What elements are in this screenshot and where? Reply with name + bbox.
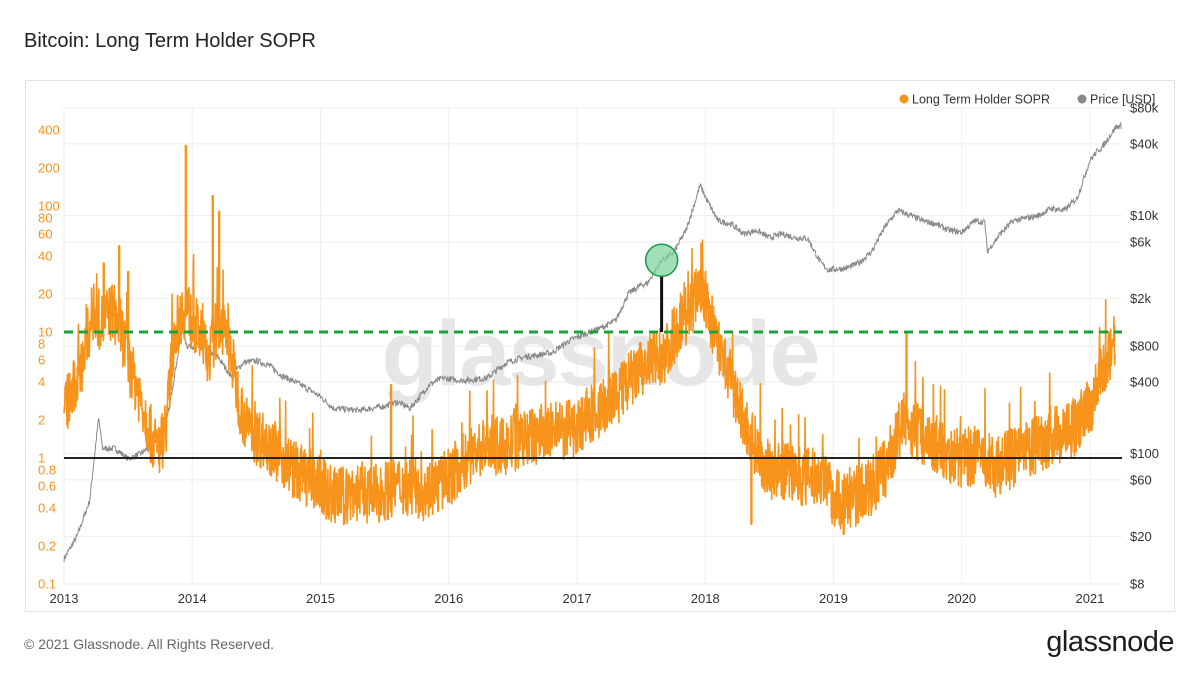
right-tick-label: $40k <box>1130 136 1159 151</box>
right-tick-label: $20 <box>1130 529 1152 544</box>
right-tick-label: $400 <box>1130 374 1159 389</box>
left-tick-label: 6 <box>38 352 45 367</box>
left-tick-label: 0.2 <box>38 539 56 554</box>
x-tick-label: 2015 <box>306 591 335 606</box>
right-tick-label: $6k <box>1130 234 1151 249</box>
left-tick-label: 0.6 <box>38 478 56 493</box>
legend-sopr-label: Long Term Holder SOPR <box>912 93 1050 107</box>
x-tick-label: 2020 <box>947 591 976 606</box>
right-tick-label: $60 <box>1130 472 1152 487</box>
left-tick-label: 80 <box>38 211 52 226</box>
right-tick-label: $800 <box>1130 339 1159 354</box>
legend-sopr-dot <box>899 94 909 104</box>
x-tick-label: 2014 <box>178 591 207 606</box>
right-tick-label: $10k <box>1130 208 1159 223</box>
right-tick-label: $2k <box>1130 291 1151 306</box>
left-tick-label: 10 <box>38 325 52 340</box>
x-tick-label: 2021 <box>1075 591 1104 606</box>
left-tick-label: 200 <box>38 161 60 176</box>
sopr-line <box>63 239 1117 530</box>
legend-price-dot <box>1077 94 1087 104</box>
legend-price-label: Price [USD] <box>1090 93 1155 107</box>
highlight-circle <box>644 243 679 278</box>
highlight-annotation <box>644 243 679 333</box>
left-tick-label: 2 <box>38 413 45 428</box>
right-tick-label: $100 <box>1130 446 1159 461</box>
left-tick-label: 100 <box>38 199 60 214</box>
page-title: Bitcoin: Long Term Holder SOPR <box>24 30 316 52</box>
chart-frame <box>25 80 1175 612</box>
left-tick-label: 4 <box>38 375 45 390</box>
grid-lines <box>63 107 1122 585</box>
left-tick-label: 400 <box>38 123 60 138</box>
left-tick-label: 0.8 <box>38 463 56 478</box>
left-tick-label: 60 <box>38 226 52 241</box>
copyright-footer: © 2021 Glassnode. All Rights Reserved. <box>24 636 275 652</box>
left-tick-label: 0.1 <box>38 577 56 592</box>
left-tick-label: 0.4 <box>38 501 56 516</box>
right-y-axis: $80k $40k $10k $6k $2k $800 $400 $100 $60 $20 $8 <box>1130 101 1159 592</box>
glassnode-logo: glassnode <box>1046 626 1174 658</box>
sopr-series <box>63 144 1117 536</box>
x-tick-label: 2019 <box>819 591 848 606</box>
left-tick-label: 20 <box>38 287 52 302</box>
left-tick-label: 8 <box>38 337 45 352</box>
right-tick-label: $80k <box>1130 101 1159 116</box>
left-tick-label: 1 <box>38 451 45 466</box>
left-tick-label: 40 <box>38 249 52 264</box>
x-tick-label: 2016 <box>434 591 463 606</box>
x-tick-label: 2013 <box>50 591 79 606</box>
reference-lines <box>64 330 1122 460</box>
x-axis: 2013 2014 2015 2016 2017 2018 2019 2020 2021 <box>50 591 1105 606</box>
legend[interactable]: Long Term Holder SOPR Price [USD] <box>899 93 1156 107</box>
right-tick-label: $8 <box>1130 577 1144 592</box>
x-tick-label: 2017 <box>563 591 592 606</box>
x-tick-label: 2018 <box>691 591 720 606</box>
